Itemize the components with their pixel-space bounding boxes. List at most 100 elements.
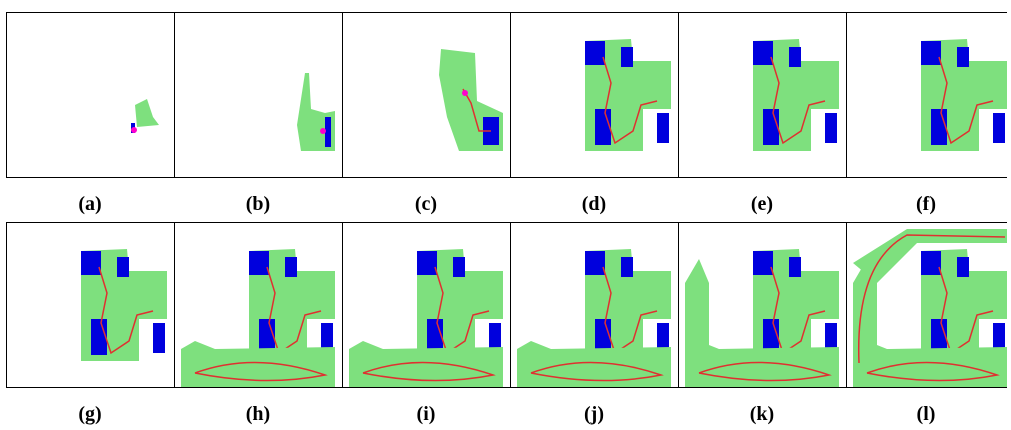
- map-svg: [181, 249, 335, 387]
- trajectory: [770, 56, 826, 145]
- obstacle: [825, 113, 837, 143]
- panel-l: [846, 222, 1007, 388]
- trajectory-south: [362, 361, 496, 382]
- panel-f: [846, 12, 1007, 178]
- obstacle: [957, 47, 969, 67]
- map-svg: [753, 39, 839, 151]
- explored-area-south: [349, 341, 503, 387]
- building-map: [921, 39, 1007, 151]
- obstacle: [117, 257, 129, 277]
- obstacle: [417, 251, 437, 275]
- panel-b: [174, 12, 342, 178]
- obstacle: [325, 117, 331, 147]
- obstacle: [657, 113, 669, 143]
- panel-j: [510, 222, 678, 388]
- obstacle: [621, 47, 633, 67]
- robot-marker: [131, 127, 137, 133]
- label-d: (d): [581, 193, 607, 215]
- panel-row-1: [6, 12, 1007, 178]
- obstacle: [585, 251, 605, 275]
- trajectory: [938, 56, 994, 145]
- obstacle: [621, 257, 633, 277]
- panel-row-2: [6, 222, 1007, 388]
- obstacle: [81, 251, 101, 275]
- building-map: [517, 249, 671, 387]
- label-b: (b): [245, 193, 271, 215]
- obstacle: [753, 251, 773, 275]
- label-f: (f): [916, 193, 936, 215]
- obstacle: [595, 109, 611, 145]
- obstacle: [489, 323, 501, 353]
- obstacle: [993, 323, 1005, 353]
- obstacle: [453, 257, 465, 277]
- map-svg: [853, 229, 1007, 387]
- map-svg: [297, 73, 335, 151]
- robot-marker: [462, 90, 468, 96]
- building-map: [753, 39, 839, 151]
- obstacle: [91, 319, 107, 355]
- panel-d: [510, 12, 678, 178]
- building-map: [297, 73, 335, 151]
- explored-area-south: [517, 341, 671, 387]
- explored-area-south: [853, 341, 1007, 387]
- map-svg: [349, 249, 503, 387]
- label-row-2: (g) (h) (i) (j) (k) (l): [6, 403, 1006, 426]
- trajectory-south: [530, 361, 664, 382]
- obstacle: [753, 41, 773, 65]
- explored-area: [135, 99, 159, 127]
- map-svg: [517, 249, 671, 387]
- explored-area-south: [685, 341, 839, 387]
- panel-k: [678, 222, 846, 388]
- label-e: (e): [750, 193, 774, 215]
- label-c: (c): [414, 193, 438, 215]
- label-j: (j): [584, 403, 604, 425]
- map-svg: [685, 249, 839, 387]
- obstacle: [153, 323, 165, 353]
- obstacle: [825, 323, 837, 353]
- trajectory-north: [857, 234, 1006, 364]
- trajectory: [462, 88, 491, 132]
- label-i: (i): [416, 403, 436, 425]
- panel-e: [678, 12, 846, 178]
- building-map: [685, 249, 839, 387]
- label-a: (a): [78, 193, 102, 215]
- label-l: (l): [916, 403, 936, 425]
- map-svg: [131, 99, 159, 133]
- trajectory-south: [194, 361, 328, 382]
- obstacle: [321, 323, 333, 353]
- obstacle: [585, 41, 605, 65]
- building-map: [131, 99, 159, 133]
- trajectory-south: [698, 361, 832, 382]
- obstacle: [957, 257, 969, 277]
- building-map: [181, 249, 335, 387]
- obstacle: [921, 41, 941, 65]
- explored-area-west: [685, 259, 709, 349]
- robot-marker: [320, 128, 326, 134]
- obstacle: [789, 47, 801, 67]
- building-map: [349, 249, 503, 387]
- label-g: (g): [78, 403, 102, 425]
- label-row-1: (a) (b) (c) (d) (e) (f): [6, 193, 1006, 216]
- obstacle: [789, 257, 801, 277]
- panel-h: [174, 222, 342, 388]
- panel-g: [6, 222, 174, 388]
- trajectory: [602, 56, 658, 145]
- map-svg: [585, 39, 671, 151]
- label-k: (k): [749, 403, 775, 425]
- obstacle: [249, 251, 269, 275]
- obstacle: [763, 109, 779, 145]
- label-h: (h): [245, 403, 271, 425]
- building-map: [853, 229, 1007, 387]
- explored-area-south: [181, 341, 335, 387]
- panel-c: [342, 12, 510, 178]
- building-map: [439, 49, 503, 151]
- obstacle: [285, 257, 297, 277]
- obstacle: [921, 251, 941, 275]
- panel-a: [6, 12, 174, 178]
- panel-i: [342, 222, 510, 388]
- trajectory: [98, 266, 154, 355]
- map-svg: [439, 49, 503, 151]
- map-svg: [921, 39, 1007, 151]
- building-map: [81, 249, 167, 361]
- explored-area-north: [853, 229, 1007, 283]
